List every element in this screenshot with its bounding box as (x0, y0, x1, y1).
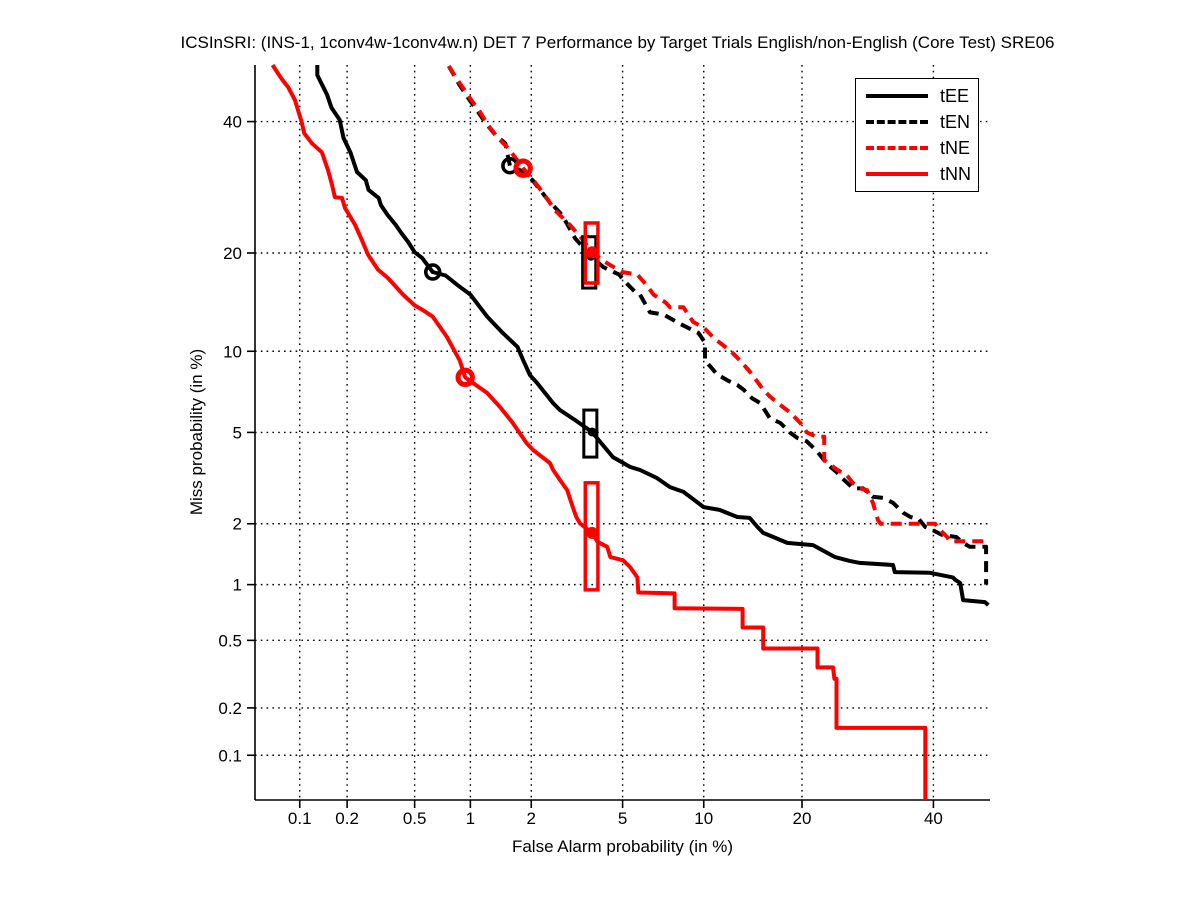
y-tick-label-5: 5 (233, 423, 242, 442)
marker-box-dot-tEE (587, 427, 597, 437)
legend-box: tEE tEN tNE tNN (855, 78, 979, 192)
marker-box-dot-tNE (586, 246, 599, 259)
x-axis-label: False Alarm probability (in %) (511, 837, 734, 856)
marker-box-tEN (581, 235, 598, 290)
x-tick-label-10: 10 (694, 809, 713, 828)
x-tick-label-5: 5 (618, 809, 627, 828)
legend-label-tEN: tEN (940, 112, 971, 132)
legend-entry-tNN: tNN (866, 162, 978, 186)
x-tick-label-40: 40 (924, 809, 943, 828)
legend-label-tNE: tNE (940, 138, 971, 158)
legend-label-tEE: tEE (940, 86, 970, 106)
marker-box-tNN (583, 481, 600, 592)
legend-entry-tEE: tEE (866, 84, 978, 108)
y-tick-label-0.1: 0.1 (218, 746, 242, 765)
y-tick-label-0.2: 0.2 (218, 699, 242, 718)
legend-line-sample-tNE (866, 146, 928, 150)
y-tick-label-1: 1 (233, 576, 242, 595)
y-axis-label: Miss probability (in %) (187, 348, 206, 516)
marker-box-tEE (582, 408, 599, 459)
legend-entry-tNE: tNE (866, 136, 978, 160)
marker-circle-tNE (513, 158, 533, 178)
y-tick-label-40: 40 (223, 113, 242, 132)
y-tick-label-0.5: 0.5 (218, 631, 242, 650)
axes (247, 65, 990, 808)
x-tick-label-1: 1 (466, 809, 475, 828)
curve-tNE (447, 65, 987, 544)
curve-tNN (270, 63, 928, 800)
legend-line-sample-tNN (866, 172, 928, 176)
curve-tEE (315, 65, 990, 607)
legend-label-tNN: tNN (940, 164, 971, 184)
x-tick-label-0.1: 0.1 (288, 809, 312, 828)
chart-title: ICSInSRI: (INS-1, 1conv4w-1conv4w.n) DET… (180, 33, 1055, 52)
legend-line-sample-tEE (866, 94, 928, 98)
x-tick-label-20: 20 (793, 809, 812, 828)
legend-line-sample-tEN (866, 120, 928, 124)
marker-circle-tNN (455, 367, 475, 388)
x-tick-label-0.5: 0.5 (403, 809, 427, 828)
y-tick-label-20: 20 (223, 244, 242, 263)
x-tick-label-0.2: 0.2 (335, 809, 359, 828)
y-tick-label-10: 10 (223, 342, 242, 361)
x-tick-label-2: 2 (527, 809, 536, 828)
y-tick-label-2: 2 (233, 515, 242, 534)
legend-entry-tEN: tEN (866, 110, 978, 134)
marker-box-dot-tNN (586, 526, 599, 539)
marker-circle-tEE (423, 263, 442, 281)
